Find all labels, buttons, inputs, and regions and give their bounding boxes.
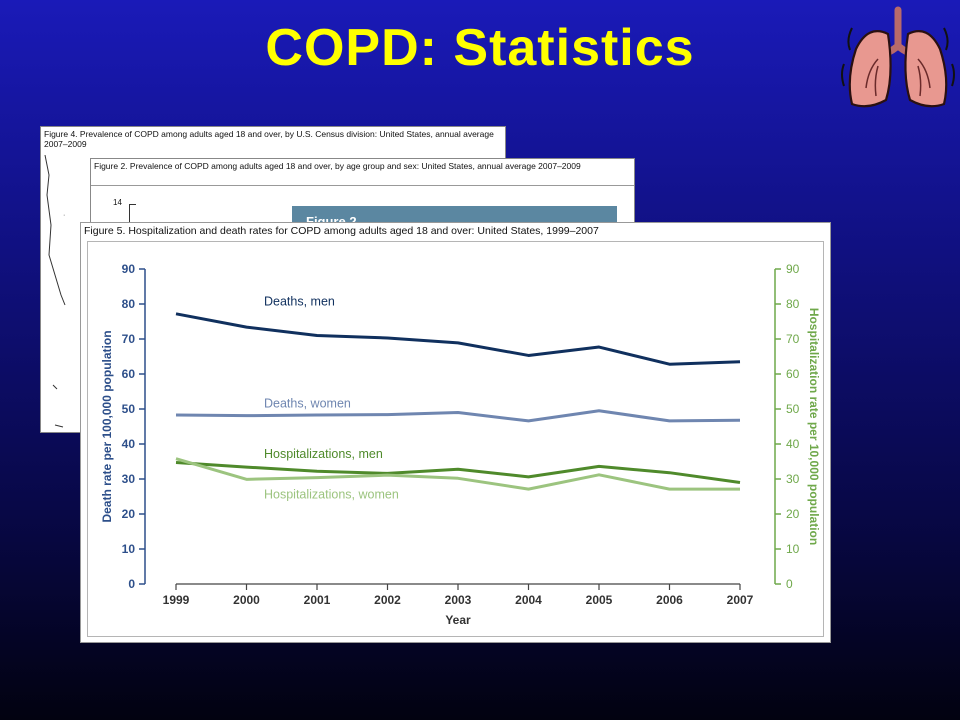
x-axis-tick-label: 2002	[374, 593, 401, 607]
slide-title: COPD: Statistics	[265, 19, 695, 77]
right-axis-tick-label: 30	[786, 472, 800, 486]
x-axis-tick-label: 1999	[163, 593, 190, 607]
right-axis-tick-label: 90	[786, 262, 800, 276]
left-axis-tick-label: 40	[122, 437, 136, 451]
series-label-2: Deaths, women	[264, 396, 351, 410]
figure-2-caption: Figure 2. Prevalence of COPD among adult…	[94, 161, 581, 171]
series-label-4: Hospitalizations, women	[264, 488, 399, 502]
series-line-2	[175, 409, 741, 423]
left-axis-tick-label: 90	[122, 262, 136, 276]
x-axis-tick-label: 2006	[656, 593, 683, 607]
x-axis-tick-label: 2001	[304, 593, 331, 607]
left-axis-tick-label: 60	[122, 367, 136, 381]
left-axis-tick-label: 50	[122, 402, 136, 416]
right-axis-tick-label: 50	[786, 402, 800, 416]
right-axis-label: Hospitalization rate per 10,000 populati…	[807, 308, 821, 545]
left-axis-tick-label: 20	[122, 507, 136, 521]
x-axis-tick-label: 2003	[445, 593, 472, 607]
x-axis-tick-label: 2000	[233, 593, 260, 607]
right-axis-tick-label: 0	[786, 577, 793, 591]
figure-5-caption: Figure 5. Hospitalization and death rate…	[84, 225, 599, 237]
x-axis-tick-label: 2004	[515, 593, 542, 607]
right-axis-tick-label: 60	[786, 367, 800, 381]
left-axis-tick-label: 0	[128, 577, 135, 591]
line-chart: 0 10 20 30 40 50 60 70 80 90 0 10 20 30 40 50 60 70 80 90 19…	[100, 262, 821, 627]
series-line-1	[175, 312, 741, 366]
left-axis-tick-label: 10	[122, 542, 136, 556]
figure-4-caption: Figure 4. Prevalence of COPD among adult…	[44, 129, 494, 149]
lungs-icon	[841, 6, 955, 108]
right-axis-tick-label: 80	[786, 297, 800, 311]
series-label-1: Deaths, men	[264, 294, 335, 308]
left-axis-label: Death rate per 100,000 population	[100, 330, 114, 522]
svg-text:·: ·	[63, 212, 65, 219]
series-label-3: Hospitalizations, men	[264, 447, 383, 461]
right-axis-tick-label: 40	[786, 437, 800, 451]
chart-frame: 0 10 20 30 40 50 60 70 80 90 0 10 20 30 40 50 60 70 80 90 19…	[87, 241, 824, 637]
right-axis-tick-label: 70	[786, 332, 800, 346]
right-axis-tick-label: 20	[786, 507, 800, 521]
figure-5-card: Figure 5. Hospitalization and death rate…	[80, 222, 831, 643]
series-line-4	[175, 457, 740, 491]
figure-2-axis	[129, 204, 136, 231]
x-axis-tick-label: 2005	[586, 593, 613, 607]
right-axis-tick-label: 10	[786, 542, 800, 556]
left-axis-tick-label: 80	[122, 297, 136, 311]
us-map-fragment: ·	[44, 155, 66, 428]
figure-2-tick: 14	[113, 198, 122, 207]
figure-2-card: Figure 2. Prevalence of COPD among adult…	[90, 158, 635, 232]
left-axis-tick-label: 70	[122, 332, 136, 346]
x-axis-tick-label: 2007	[727, 593, 754, 607]
left-axis-tick-label: 30	[122, 472, 136, 486]
x-axis-label: Year	[445, 613, 471, 627]
